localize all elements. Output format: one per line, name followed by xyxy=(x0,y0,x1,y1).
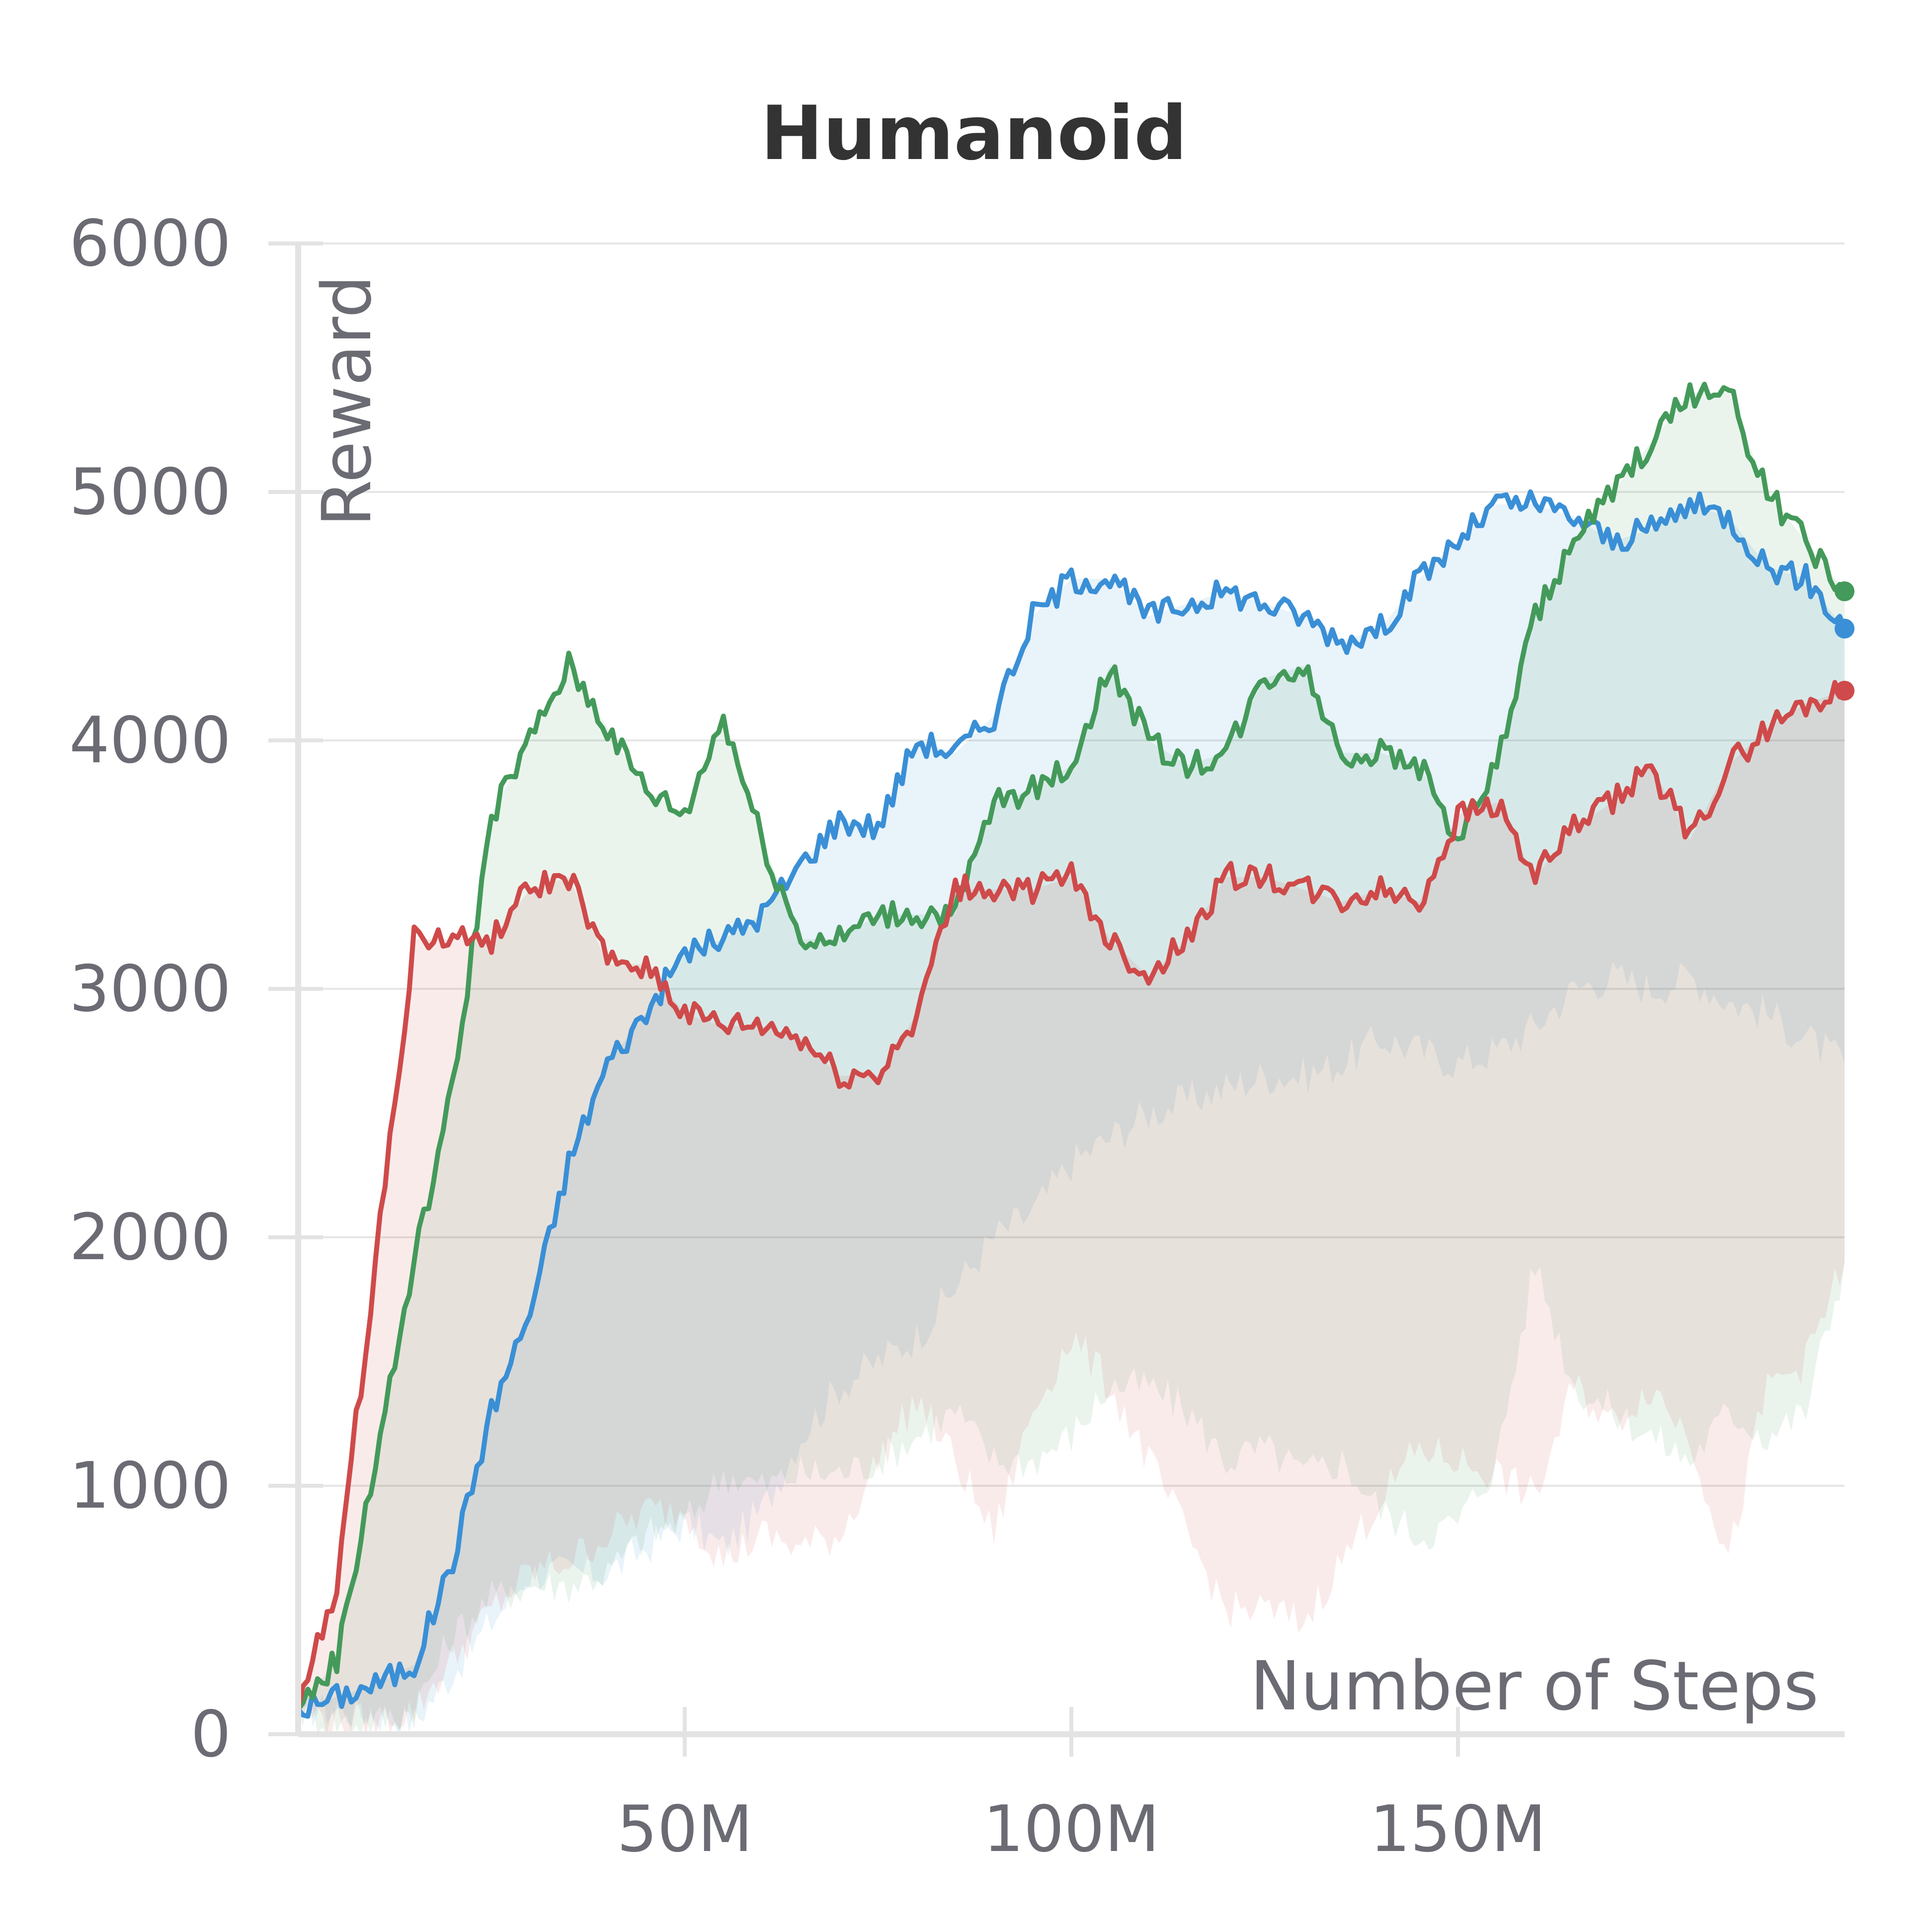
x-tick-label-1: 100M xyxy=(983,1792,1160,1866)
x-tick-label-0: 50M xyxy=(617,1792,752,1866)
series-endpoints xyxy=(1835,581,1854,701)
axes xyxy=(268,242,1845,1757)
y-tick-label-2: 2000 xyxy=(69,1201,231,1275)
series-endpoint-2 xyxy=(1835,681,1854,701)
series-line-1 xyxy=(296,382,1847,1711)
chart-title: Humanoid xyxy=(761,90,1187,177)
y-tick-label-6: 6000 xyxy=(69,207,231,281)
y-tick-label-4: 4000 xyxy=(69,704,231,778)
series-bands xyxy=(298,393,1845,1740)
y-tick-label-5: 5000 xyxy=(69,455,231,529)
series-band-1 xyxy=(298,393,1845,1735)
y-tick-label-1: 1000 xyxy=(69,1449,231,1523)
y-axis-label: Reward xyxy=(308,275,387,527)
series-band-2 xyxy=(298,691,1845,1740)
y-tick-label-3: 3000 xyxy=(69,952,231,1026)
series-line-2 xyxy=(296,680,1847,1710)
x-tick-label-2: 150M xyxy=(1370,1792,1546,1866)
series-endpoint-1 xyxy=(1835,581,1854,601)
series-endpoint-0 xyxy=(1835,619,1854,639)
y-tick-label-0: 0 xyxy=(191,1697,231,1771)
series-lines xyxy=(296,382,1847,1719)
x-axis-label: Number of Steps xyxy=(1250,1647,1819,1726)
tick-labels: 0 1000 2000 3000 4000 5000 6000 50M 100M 150M xyxy=(69,207,1546,1866)
grid-lines xyxy=(298,242,1845,1735)
